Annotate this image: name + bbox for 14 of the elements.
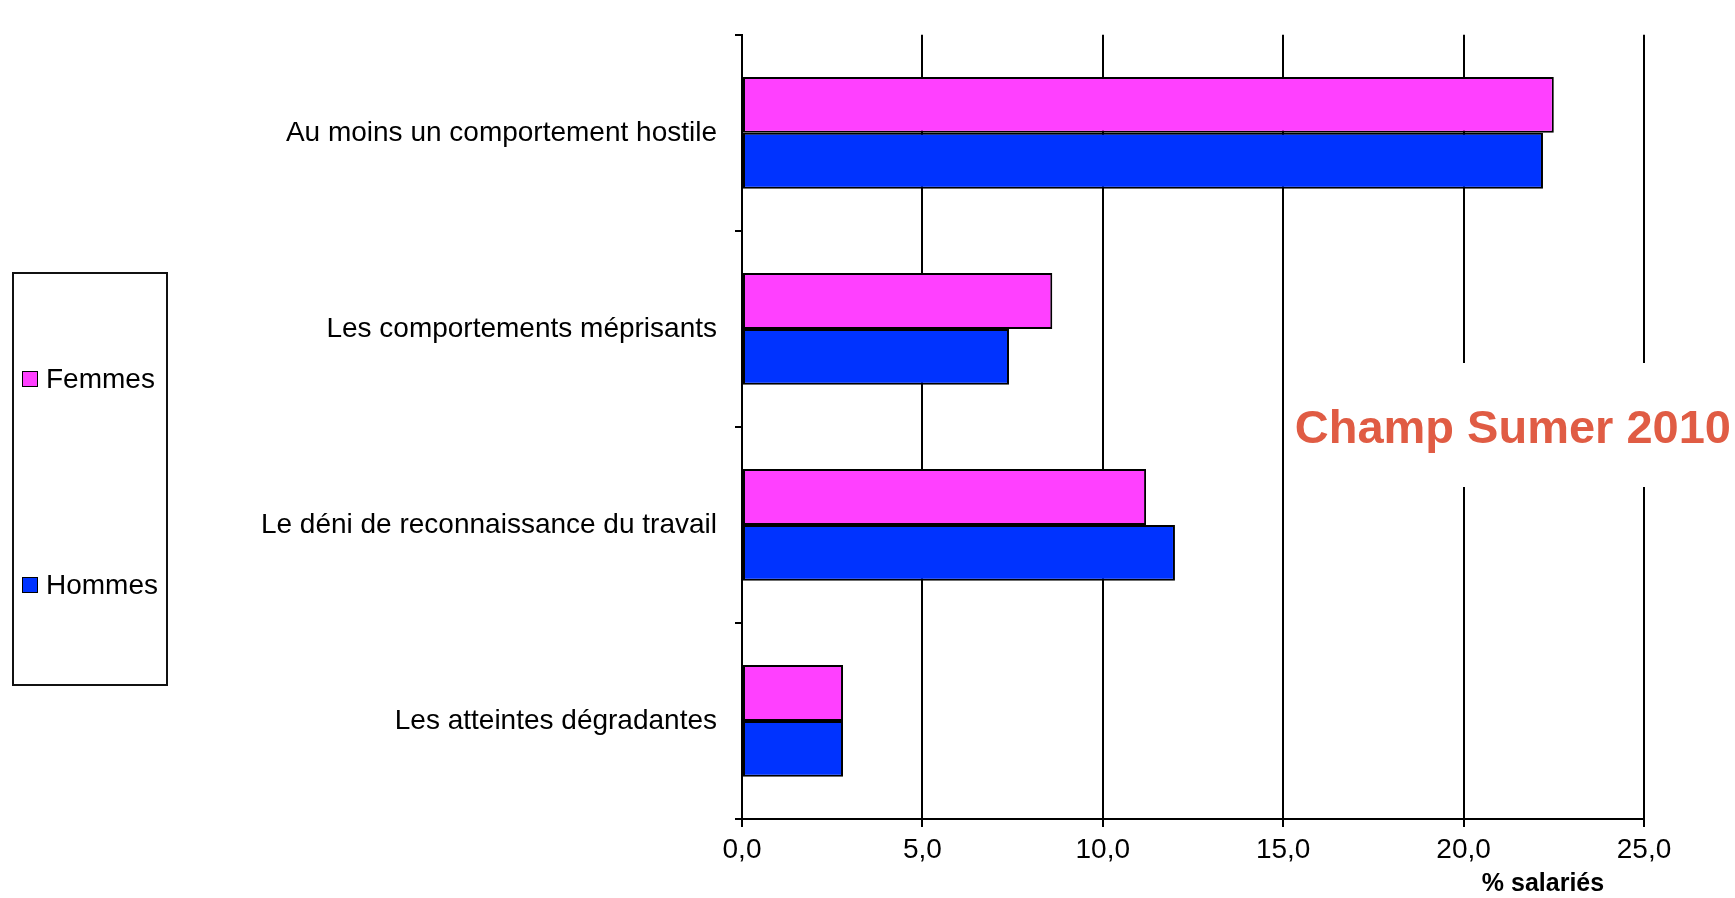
y-tick-label: Les comportements méprisants	[326, 311, 717, 343]
x-axis-title: % salariés	[1481, 867, 1605, 896]
legend-label: Hommes	[46, 569, 159, 601]
y-tick-label: Au moins un comportement hostile	[285, 115, 717, 147]
y-tick-label: Les atteintes dégradantes	[394, 703, 717, 735]
x-tick-label: 25,0	[1616, 832, 1672, 864]
x-tick-label: 20,0	[1436, 832, 1491, 864]
y-tick-label: Le déni de reconnaissance du travail	[260, 507, 717, 539]
annotation: Champ Sumer 2010	[1294, 400, 1731, 453]
x-tick-label: 5,0	[902, 832, 942, 864]
x-tick-label: 0,0	[722, 832, 762, 864]
x-tick-label: 15,0	[1255, 832, 1311, 864]
legend-label: Femmes	[46, 363, 155, 395]
x-tick-label: 10,0	[1075, 832, 1131, 864]
